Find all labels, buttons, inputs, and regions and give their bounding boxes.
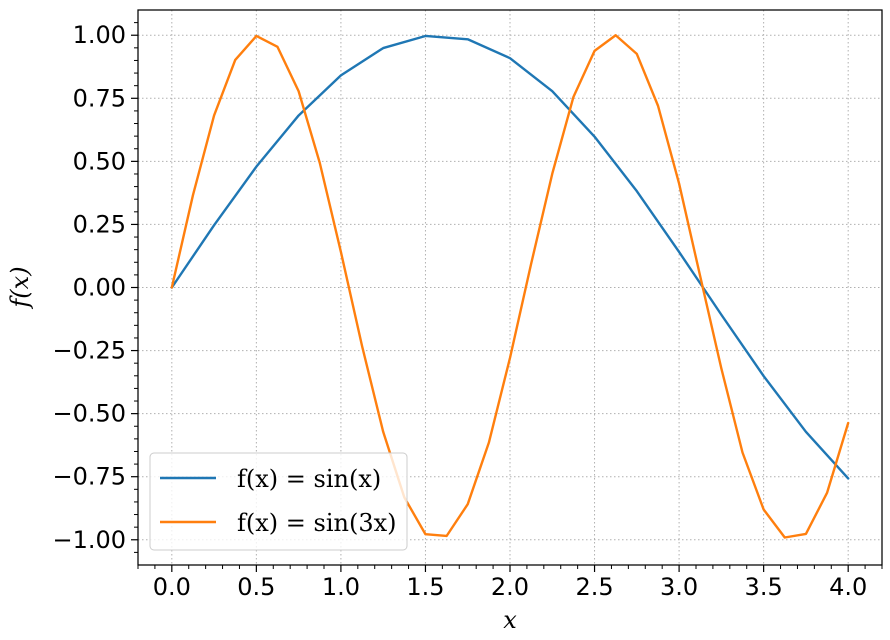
y-tick-label: 0.75 [73, 84, 126, 112]
series-line-sin-3x [170, 34, 850, 539]
series-group [170, 34, 850, 539]
grid [138, 10, 882, 565]
x-tick-label: 2.5 [575, 573, 613, 601]
x-tick-label: 1.0 [322, 573, 360, 601]
x-tick-label: 3.0 [660, 573, 698, 601]
legend-label-sin-x: f(x) = sin(x) [237, 465, 381, 493]
y-tick-label: −0.75 [52, 463, 126, 491]
y-tick-label: −0.50 [52, 400, 126, 428]
x-axis-label: x [503, 606, 517, 634]
y-tick-label: 0.25 [73, 210, 126, 238]
x-tick-label: 2.0 [491, 573, 529, 601]
legend: f(x) = sin(x) f(x) = sin(3x) [149, 452, 408, 551]
x-tick-label: 0.0 [153, 573, 191, 601]
y-axis-label: f(x) [6, 266, 34, 309]
ticks: 0.0 0.5 1.0 1.5 2.0 2.5 3.0 3.5 4.0 1.00 0.75 0.50 0… [52, 21, 883, 601]
x-tick-label: 4.0 [829, 573, 867, 601]
y-tick-label: 0.50 [73, 147, 126, 175]
y-tick-label: 1.00 [73, 21, 126, 49]
series-line-sin-x [170, 34, 850, 480]
plot-frame [137, 9, 883, 566]
y-tick-label: 0.00 [73, 274, 126, 302]
y-tick-label: −1.00 [52, 526, 126, 554]
x-tick-label: 3.5 [745, 573, 783, 601]
y-tick-label: −0.25 [52, 337, 126, 365]
x-tick-label: 1.5 [406, 573, 444, 601]
x-tick-label: 0.5 [237, 573, 275, 601]
legend-label-sin-3x: f(x) = sin(3x) [237, 509, 397, 537]
